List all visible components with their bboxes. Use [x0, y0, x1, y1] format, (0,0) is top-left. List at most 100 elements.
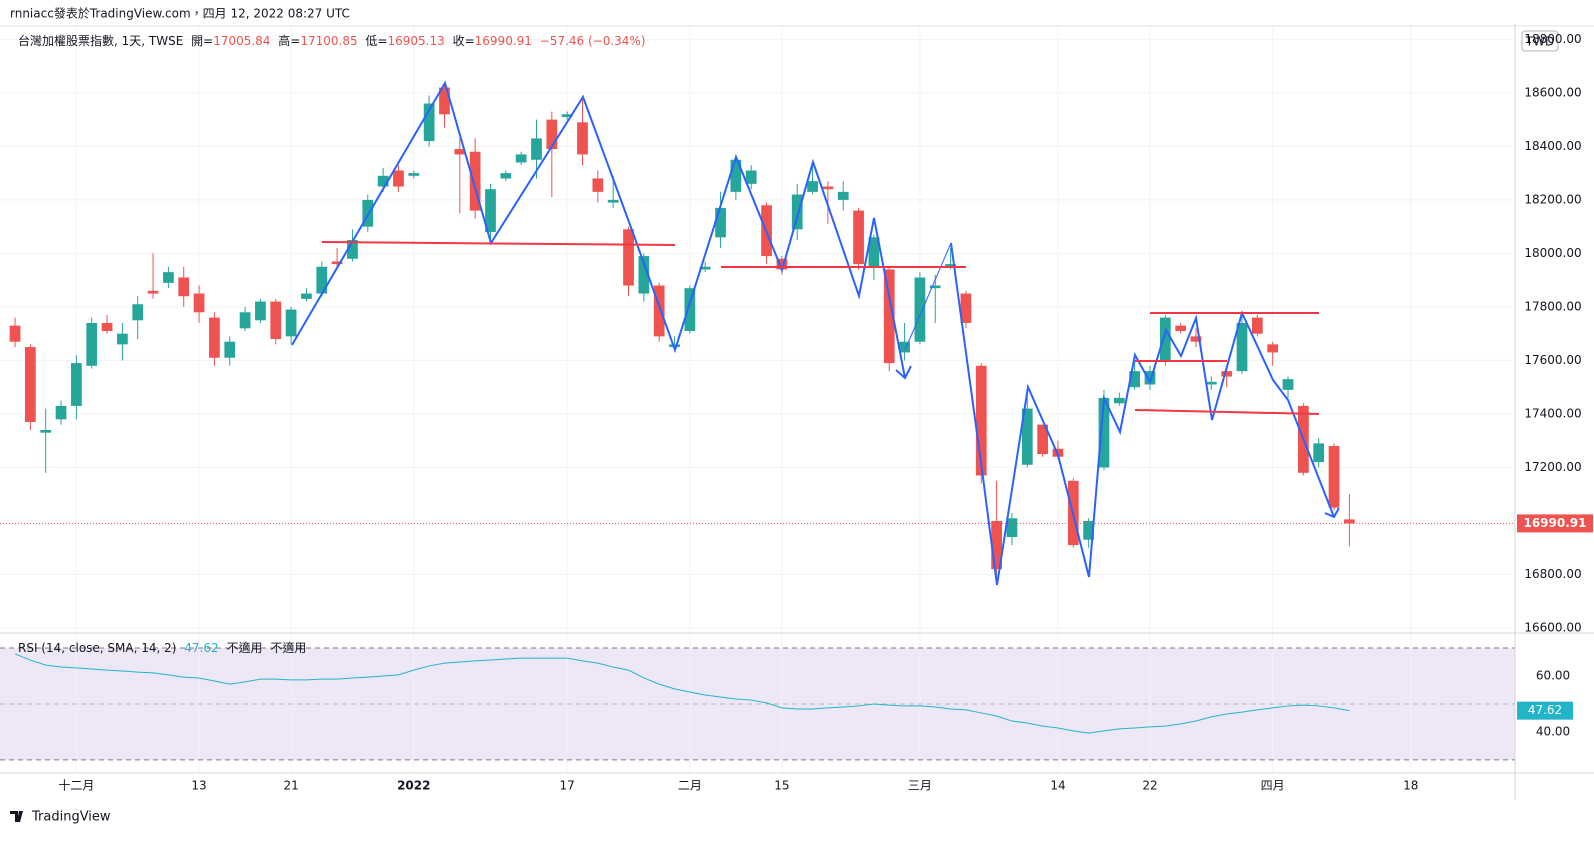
candle-body	[945, 264, 956, 267]
candle-body	[607, 199, 619, 203]
x-tick-label: 21	[283, 779, 298, 793]
candle-body	[1251, 317, 1263, 334]
y-tick-label: 16600.00	[1524, 620, 1581, 634]
legend-label: 高=	[278, 33, 300, 48]
candle-body	[991, 520, 1002, 570]
currency-label[interactable]: TWD	[1525, 35, 1554, 49]
arrow-head	[895, 365, 912, 380]
legend-value: 16990.91	[475, 34, 532, 48]
candle-body	[899, 341, 910, 353]
y-tick-label: 18600.00	[1524, 85, 1581, 99]
candle-body	[822, 186, 834, 190]
legend-value: 16905.13	[388, 34, 445, 48]
x-tick-label: 17	[560, 779, 575, 793]
rsi-value: 47.62	[184, 641, 218, 655]
rsi-title: RSI (14, close, SMA, 14, 2)	[18, 641, 176, 655]
candle-body	[807, 181, 818, 192]
candle-body	[684, 288, 696, 331]
candle-body	[730, 159, 742, 192]
candle-body	[837, 191, 849, 200]
candle-body	[546, 119, 558, 150]
marks-layer	[0, 84, 1515, 734]
candle-body	[347, 240, 358, 259]
candle-body	[1221, 371, 1233, 377]
candle-body	[776, 258, 788, 270]
candle-body	[1175, 325, 1187, 331]
level-drawing	[1134, 409, 1320, 415]
candle-body	[1083, 520, 1094, 540]
candle-body	[638, 256, 650, 294]
rsi-legend: RSI (14, close, SMA, 14, 2) 47.62 不適用 不適…	[18, 640, 306, 655]
rsi-note: 不適用	[270, 640, 306, 655]
last-price-label: 16990.91	[1523, 516, 1586, 530]
y-tick-label: 18400.00	[1524, 139, 1581, 153]
candle-body	[960, 293, 972, 323]
x-tick-label: 14	[1050, 779, 1065, 793]
candle-body	[853, 210, 864, 265]
candle-body	[745, 170, 757, 184]
candle-body	[40, 429, 52, 433]
y-tick-label: 17600.00	[1524, 353, 1581, 367]
candle-body	[561, 114, 573, 117]
candle-body	[669, 344, 680, 348]
candle-body	[1098, 397, 1110, 468]
candle-body	[239, 312, 251, 329]
candle-body	[316, 266, 328, 294]
candle-body	[1282, 379, 1294, 390]
candle-body	[868, 237, 880, 267]
candle-body	[1190, 336, 1202, 342]
legend-value: 17005.84	[213, 34, 270, 48]
candle-body	[791, 194, 803, 230]
trend-drawing	[291, 80, 906, 379]
candle-body	[577, 122, 588, 155]
candle-body	[929, 285, 941, 289]
candle-body	[255, 301, 266, 321]
grid-layer	[0, 26, 1515, 772]
candle-body	[485, 189, 496, 233]
candle-body	[1236, 322, 1248, 372]
candle-body	[117, 333, 128, 345]
candle-body	[224, 341, 236, 358]
rsi-note: 不適用	[226, 640, 262, 655]
legend-change: −57.46 (−0.34%)	[540, 34, 646, 48]
candle-body	[270, 301, 282, 340]
y-tick-label: 17400.00	[1524, 406, 1581, 420]
candle-body	[454, 149, 466, 155]
legend-label: 低=	[365, 33, 387, 48]
y-tick-label: 60.00	[1536, 669, 1570, 683]
candle-body	[408, 173, 420, 176]
candle-body	[653, 285, 665, 337]
candle-body	[1343, 519, 1355, 524]
candle-body	[1113, 397, 1125, 404]
level-drawing	[321, 241, 676, 246]
x-tick-label: 22	[1142, 779, 1157, 793]
logo-text: TradingView	[31, 810, 111, 825]
rsi-line	[14, 653, 1350, 734]
legend-label: 收=	[453, 34, 475, 48]
x-tick-label: 四月	[1261, 779, 1285, 793]
candle-body	[975, 365, 987, 476]
trend-drawing	[950, 242, 1335, 586]
candle-body	[9, 325, 21, 342]
y-tick-label: 16800.00	[1524, 567, 1581, 581]
x-tick-label: 2022	[397, 779, 430, 793]
y-tick-label: 17200.00	[1524, 460, 1581, 474]
candle-body	[86, 322, 98, 366]
legend: 台灣加權股票指數, 1天, TWSE 開=17005.84 高=17100.85…	[18, 33, 646, 48]
currency-button[interactable]	[1521, 30, 1559, 52]
candle-body	[24, 347, 36, 422]
trend-drawing	[904, 242, 952, 351]
candle-body	[331, 261, 343, 265]
x-tick-label: 三月	[908, 779, 932, 793]
candle-body	[209, 317, 220, 358]
candle-body	[469, 151, 481, 211]
candle-body	[439, 87, 450, 115]
candle-body	[699, 266, 711, 270]
x-tick-label: 15	[774, 779, 789, 793]
x-tick-label: 十二月	[58, 779, 94, 793]
candle-body	[178, 277, 190, 297]
candle-body	[132, 304, 144, 321]
candle-body	[71, 363, 82, 406]
